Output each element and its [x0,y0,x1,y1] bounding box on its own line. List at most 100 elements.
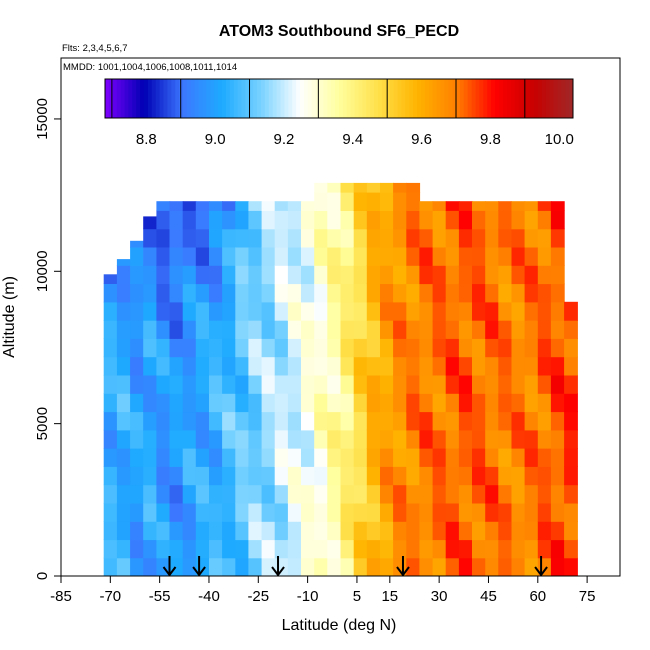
heat-cell [261,338,276,358]
colorbar-segment [112,79,118,118]
heat-cell [419,521,434,541]
heat-cell [327,484,342,504]
heat-cell [406,429,421,449]
colorbar-segment [436,79,441,118]
colorbar-segment [405,79,410,118]
heat-cell [195,484,210,504]
heat-cell [537,301,552,321]
heat-cell [274,265,289,285]
heat-cell [156,338,171,358]
heat-cell [143,356,157,376]
heat-cell [209,484,223,504]
x-tick-label: -25 [247,588,269,605]
colorbar-segment [487,79,492,118]
heat-cell [458,210,473,230]
heat-cell [116,338,131,358]
heat-cell [366,374,381,394]
heat-cell [301,210,315,230]
heat-cell [209,356,223,376]
flight-arrow [162,556,177,577]
heat-cell [511,393,526,413]
heat-cell [274,539,289,559]
heat-cell [498,502,513,522]
heat-cell [406,393,421,413]
heat-cell [130,484,144,504]
colorbar-segment [534,79,539,118]
heat-cell [498,374,513,394]
heat-cell [143,502,157,522]
heat-cell [445,374,460,394]
heat-cell [182,539,197,559]
x-tick-label: 30 [431,588,448,605]
heat-cell [261,484,276,504]
heat-cell [274,201,289,211]
heat-cell [195,393,210,413]
heat-cell [301,502,315,522]
heat-cell [327,283,342,303]
heat-cell [406,301,421,321]
heat-cell [314,338,328,358]
heat-cell [222,265,236,285]
heat-cell [314,557,328,576]
heat-cell [235,502,250,522]
heat-cell [156,201,171,211]
heat-cell [301,466,315,486]
heat-cell [550,429,565,449]
heat-cell [511,338,526,358]
heat-cell [366,320,381,339]
heat-cell [169,283,184,303]
heat-cell [406,228,421,248]
heat-cell [222,429,236,449]
flight-arrow [271,556,285,577]
heat-cell [235,411,250,431]
heat-cell [248,301,263,321]
heat-cell [458,466,473,486]
heat-cell [537,429,552,449]
heat-cell [235,246,250,266]
heat-cell [301,265,315,285]
heat-cell [458,228,473,248]
heat-cell [248,502,263,522]
heat-cell [301,484,315,504]
heat-cell [116,539,131,559]
heat-cell [432,502,447,522]
heat-cell [327,320,342,339]
heat-cell [248,466,263,486]
heat-cell [432,557,447,576]
heat-cell [169,320,184,339]
heat-cell [156,320,171,339]
x-tick-label: -10 [297,588,319,605]
heat-cell [156,393,171,413]
x-tick-label: -85 [50,588,72,605]
heat-cell [195,356,210,376]
y-tick-label: 10000 [34,250,51,292]
colorbar-segment [495,79,500,118]
heat-cell [116,521,131,541]
heat-cell [380,192,394,211]
heat-cell [550,539,565,559]
heat-cell [169,228,184,248]
colorbar-segment [413,79,418,118]
heat-cell [419,228,434,248]
x-tick-label: 15 [381,588,398,605]
heat-cell [406,484,421,504]
heat-cell [222,356,236,376]
heat-cell [143,283,157,303]
heat-cell [366,210,381,230]
heat-cell [353,429,368,449]
heat-cell [195,539,210,559]
colorbar-segment [257,79,262,118]
heat-cell [327,466,342,486]
heat-cell [116,466,131,486]
heat-cell [524,265,539,285]
heat-cell [327,393,342,413]
heat-cell [419,356,434,376]
heat-cell [380,557,394,576]
heat-cell [353,338,368,358]
heat-cell [195,466,210,486]
heat-cell [458,539,473,559]
heat-cell [366,283,381,303]
heat-cell [406,210,421,230]
heat-cell [156,484,171,504]
heat-cell [235,228,250,248]
